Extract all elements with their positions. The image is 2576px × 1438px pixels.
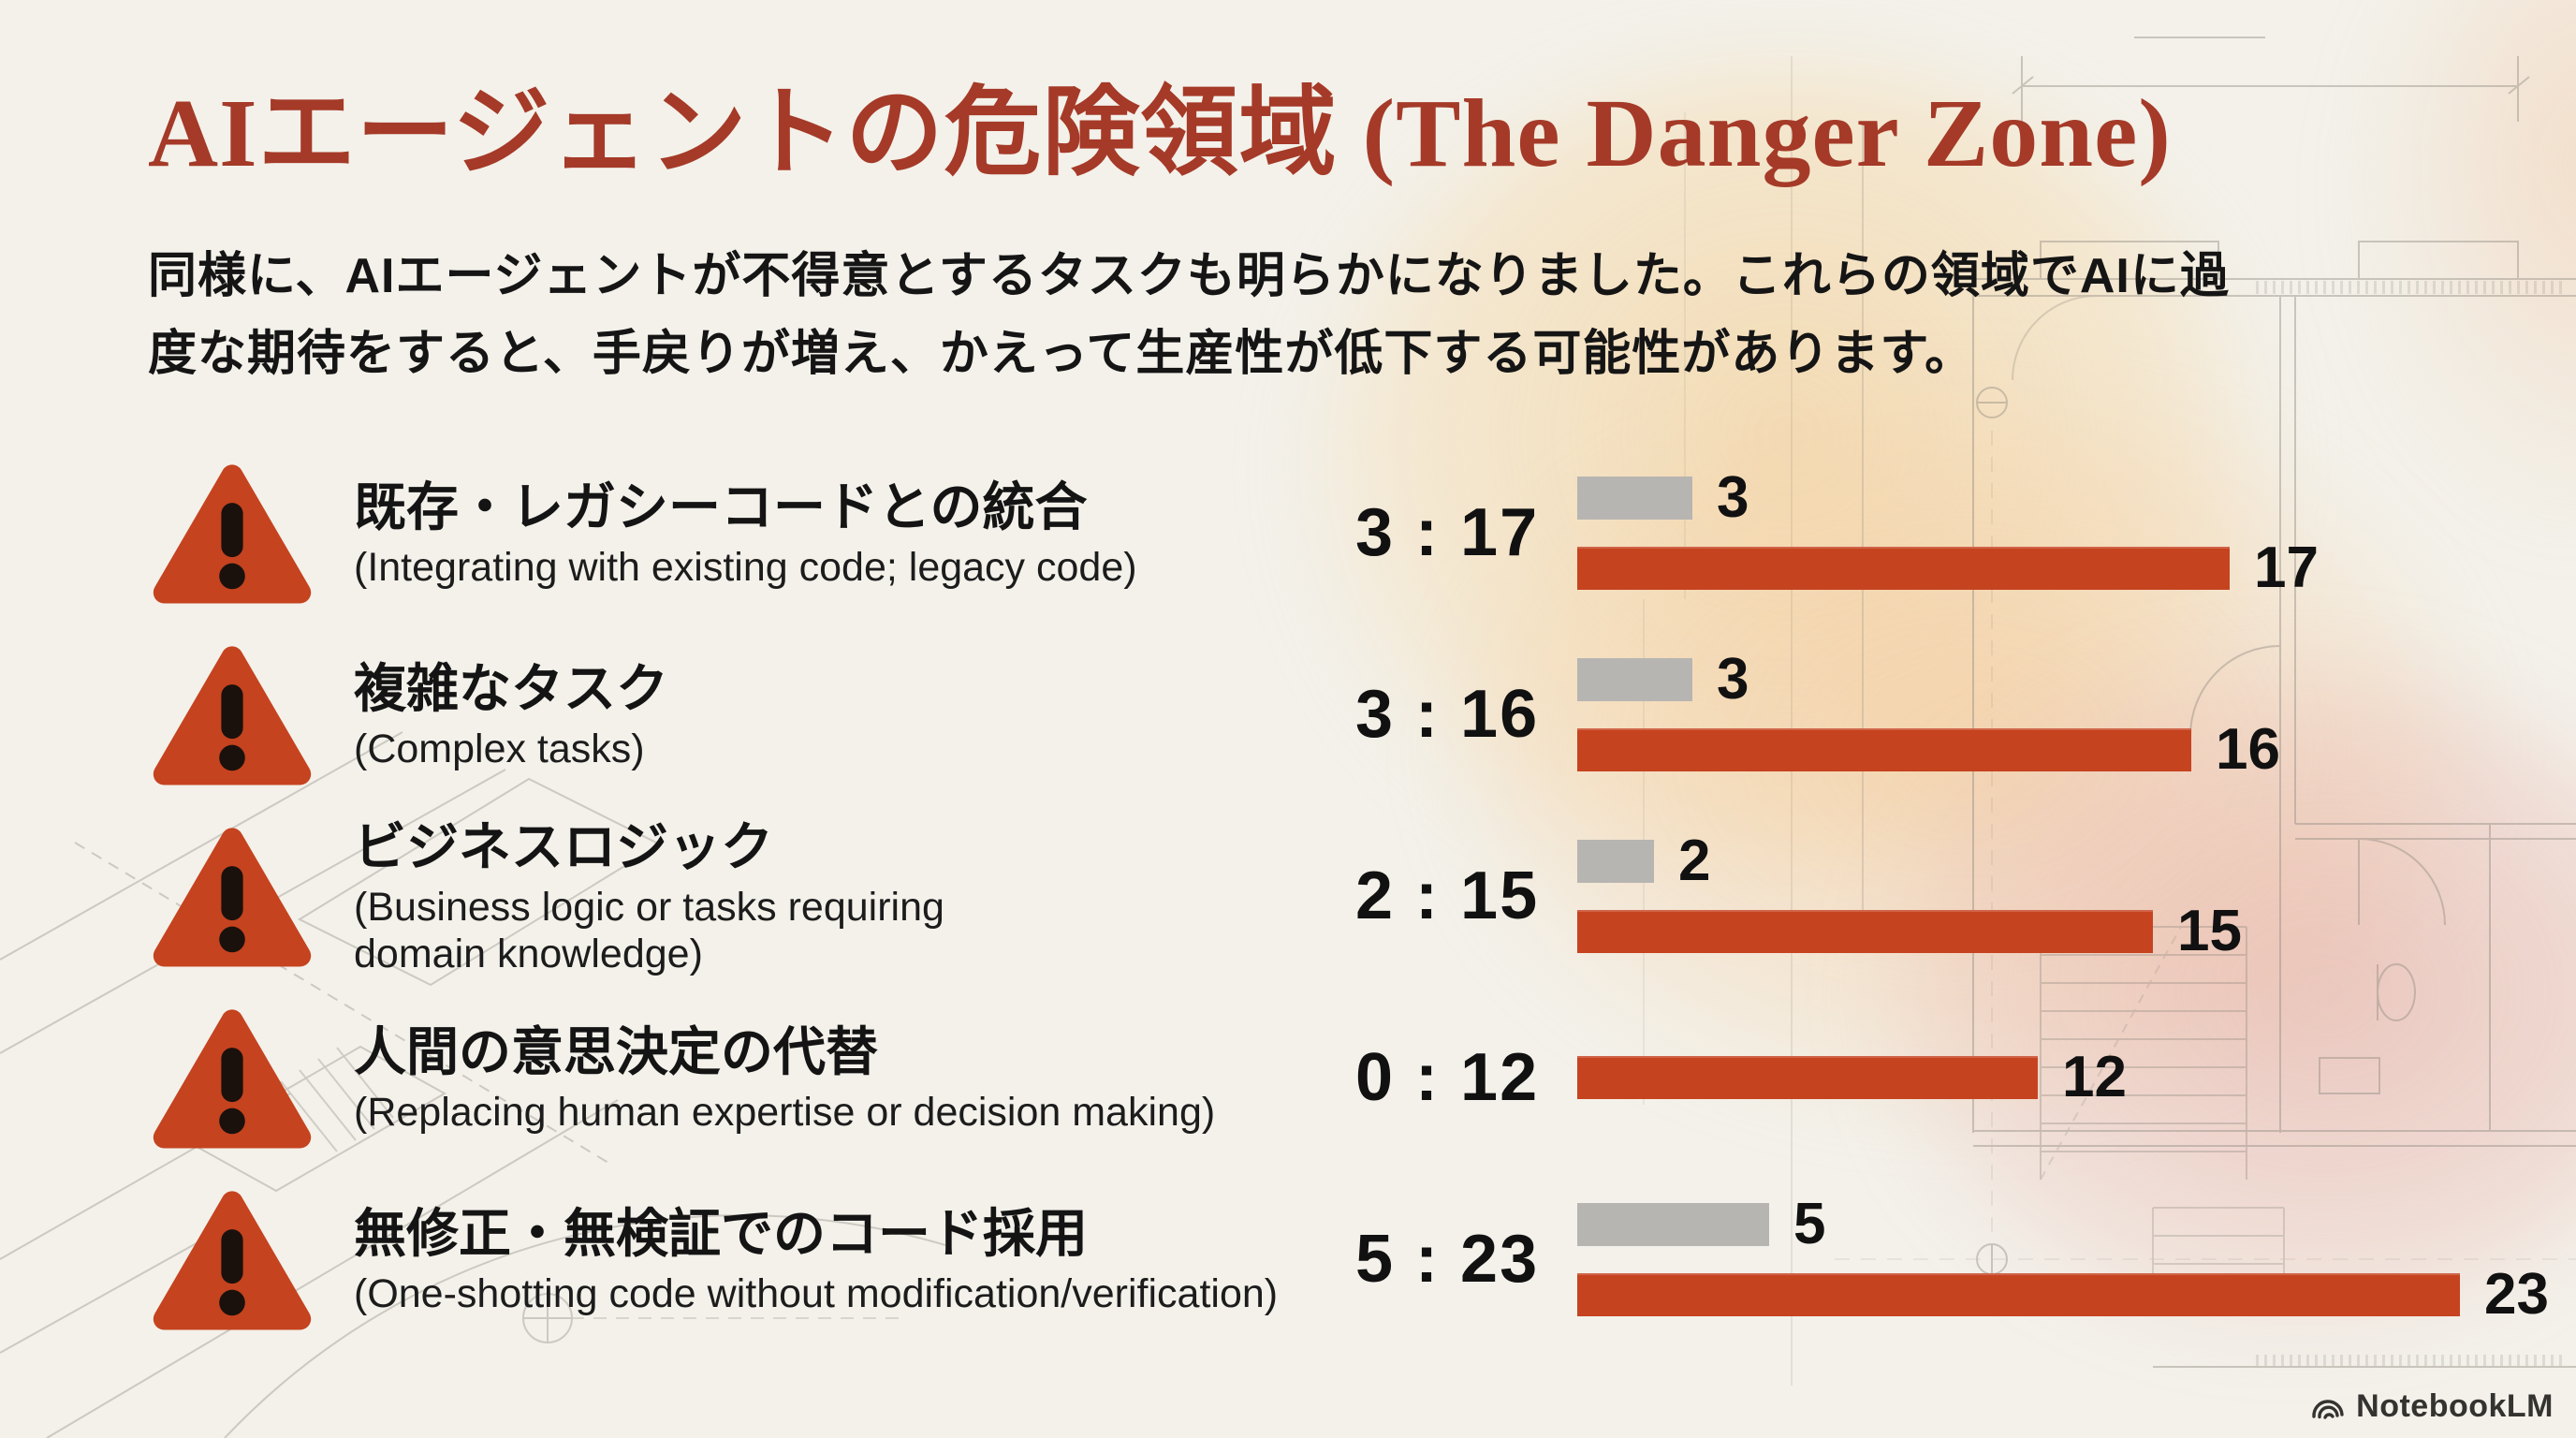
red-bar-value: 12 — [2062, 1045, 2127, 1110]
red-bar — [1577, 1056, 2038, 1100]
warning-icon-cell — [148, 457, 316, 609]
danger-row: ビジネスロジック (Business logic or tasks requir… — [148, 805, 2469, 987]
bar-group: 5 23 — [1577, 1191, 2549, 1327]
bar-group: 2 15 — [1577, 828, 2469, 961]
page-title: AIエージェントの危険領域 (The Danger Zone) — [148, 80, 2172, 187]
task-title-en: (Replacing human expertise or decision m… — [354, 1090, 1216, 1135]
warning-triangle-icon — [153, 1191, 312, 1330]
task-title-jp: 複雑なタスク — [354, 659, 668, 718]
task-title-jp: 既存・レガシーコードとの統合 — [354, 477, 1088, 536]
danger-row: 無修正・無検証でのコード採用 (One-shotting code withou… — [148, 1168, 2549, 1350]
ratio-label: 0 : 12 — [1355, 1040, 1540, 1116]
notebooklm-logo-text: NotebookLM — [2356, 1387, 2554, 1424]
gray-bar — [1577, 657, 1692, 701]
red-bar — [1577, 909, 2153, 953]
red-bar-line: 23 — [1577, 1261, 2549, 1327]
task-title-en: (Business logic or tasks requiring domain… — [354, 884, 944, 977]
gray-bar — [1577, 839, 1654, 883]
task-label: 人間の意思決定の代替 (Replacing human expertise or… — [354, 1020, 1355, 1137]
task-label: ビジネスロジック (Business logic or tasks requir… — [354, 814, 1355, 978]
red-bar — [1577, 1272, 2460, 1316]
warning-triangle-icon — [153, 464, 312, 604]
bar-group: 3 17 — [1577, 464, 2469, 600]
red-bar-line: 15 — [1577, 902, 2469, 961]
bar-group: 3 16 — [1577, 646, 2469, 782]
ratio-label: 5 : 23 — [1355, 1222, 1540, 1298]
intro-text: 同様に、AIエージェントが不得意とするタスクも明らかになりました。これらの領域で… — [148, 238, 2469, 393]
warning-icon-cell — [148, 1002, 316, 1153]
danger-zone-list: 既存・レガシーコードとの統合 (Integrating with existin… — [148, 442, 2549, 1350]
gray-bar-value: 2 — [1678, 828, 1711, 893]
task-label: 既存・レガシーコードとの統合 (Integrating with existin… — [354, 475, 1355, 592]
warning-icon-cell — [148, 1183, 316, 1335]
gray-bar — [1577, 476, 1692, 520]
red-bar-value: 15 — [2177, 898, 2242, 963]
task-title-en: (One-shotting code without modification/… — [354, 1271, 1279, 1316]
warning-icon-cell — [148, 638, 316, 790]
gray-bar-value: 3 — [1717, 646, 1749, 712]
intro-line-2: 度な期待をすると、手戻りが増え、かえって生産性が低下する可能性があります。 — [148, 327, 1975, 382]
warning-triangle-icon — [153, 828, 312, 967]
red-bar — [1577, 546, 2230, 590]
task-title-jp: 無修正・無検証でのコード採用 — [354, 1204, 1088, 1263]
notebooklm-logo-icon — [2312, 1400, 2344, 1419]
red-bar-line: 17 — [1577, 535, 2469, 600]
task-title-jp: ビジネスロジック — [354, 816, 773, 876]
task-label: 複雑なタスク (Complex tasks) — [354, 656, 1355, 773]
gray-bar — [1577, 1202, 1769, 1246]
task-title-en: (Integrating with existing code; legacy … — [354, 545, 1137, 590]
gray-bar-line: 2 — [1577, 828, 2469, 893]
task-title-jp: 人間の意思決定の代替 — [354, 1022, 878, 1081]
gray-bar-line: 3 — [1577, 464, 2469, 530]
slide-content: AIエージェントの危険領域 (The Danger Zone) 同様に、AIエー… — [148, 73, 2549, 1350]
red-bar-line: 16 — [1577, 716, 2469, 782]
ratio-label: 3 : 16 — [1355, 677, 1540, 753]
task-label: 無修正・無検証でのコード採用 (One-shotting code withou… — [354, 1201, 1355, 1318]
intro-line-1: 同様に、AIエージェントが不得意とするタスクも明らかになりました。これらの領域で… — [148, 249, 2230, 303]
warning-triangle-icon — [153, 1009, 312, 1149]
danger-row: 既存・レガシーコードとの統合 (Integrating with existin… — [148, 442, 2469, 624]
warning-triangle-icon — [153, 646, 312, 785]
red-bar-value: 16 — [2216, 716, 2280, 782]
gray-bar-line: 5 — [1577, 1191, 2549, 1256]
gray-bar-value: 5 — [1793, 1191, 1826, 1256]
red-bar-value: 17 — [2254, 535, 2319, 600]
red-bar-value: 23 — [2484, 1261, 2549, 1327]
red-bar-line: 12 — [1577, 1049, 2469, 1107]
danger-row: 複雑なタスク (Complex tasks) 3 : 16 3 16 — [148, 624, 2469, 805]
ratio-label: 2 : 15 — [1355, 858, 1540, 934]
notebooklm-brand: NotebookLM — [2309, 1387, 2554, 1425]
task-title-en: (Complex tasks) — [354, 726, 645, 771]
bar-group: 12 — [1577, 1049, 2469, 1107]
ratio-label: 3 : 17 — [1355, 495, 1540, 571]
danger-row: 人間の意思決定の代替 (Replacing human expertise or… — [148, 987, 2469, 1168]
gray-bar-value: 3 — [1717, 464, 1749, 530]
gray-bar-line: 3 — [1577, 646, 2469, 712]
warning-icon-cell — [148, 820, 316, 972]
red-bar — [1577, 727, 2191, 771]
